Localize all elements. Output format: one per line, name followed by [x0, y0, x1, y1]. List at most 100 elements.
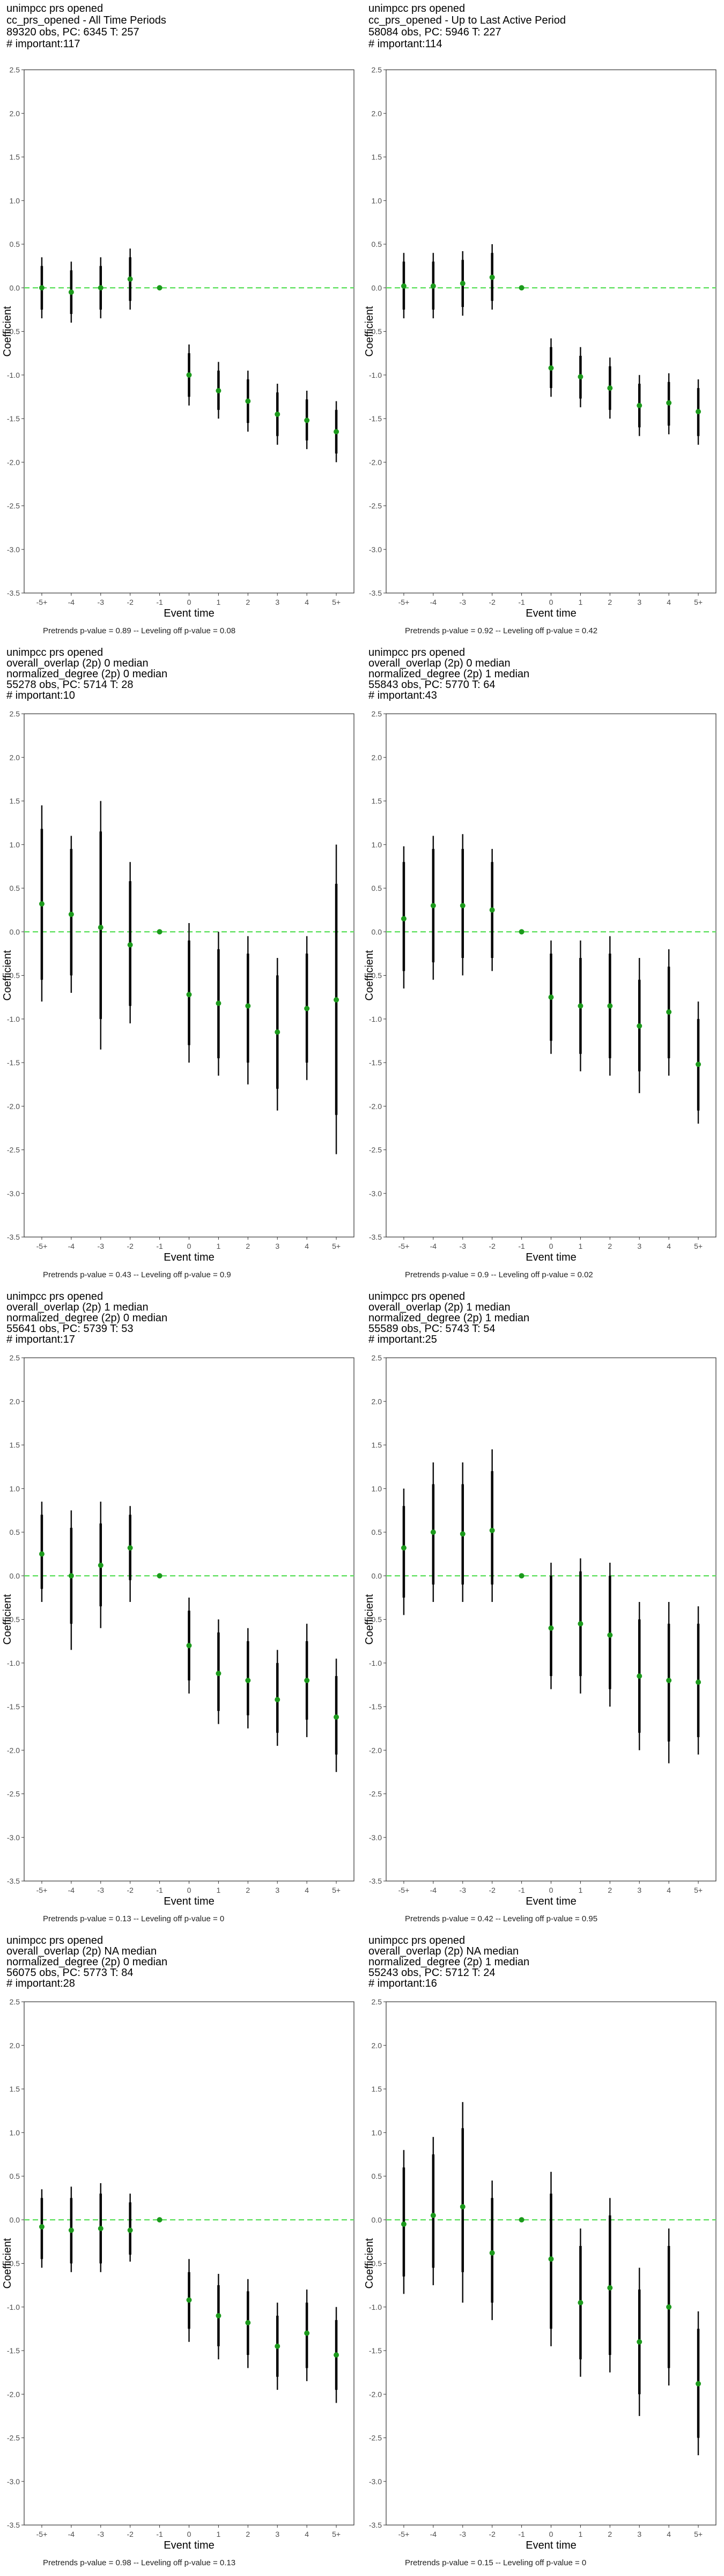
x-tick-label: -1	[518, 1242, 525, 1250]
estimate-point	[430, 2213, 436, 2219]
x-tick-label: -5+	[36, 2530, 48, 2538]
estimate-point	[275, 411, 280, 417]
y-tick-label: 1.5	[372, 153, 382, 162]
x-tick-label: -4	[68, 1886, 75, 1894]
estimate-point	[548, 365, 554, 371]
y-tick-label: 2.5	[10, 1353, 20, 1362]
x-tick-label: 0	[187, 1886, 191, 1894]
y-tick-label: -3.5	[7, 589, 20, 597]
x-tick-label: 1	[217, 2530, 221, 2538]
x-tick-label: -3	[98, 2530, 105, 2538]
x-tick-label: 5+	[694, 1886, 703, 1894]
chart-title-line: unimpcc prs opened	[368, 1935, 465, 1946]
y-tick-label: 2.5	[10, 1997, 20, 2006]
x-tick-label: -5+	[398, 1886, 410, 1894]
y-tick-label: -2.5	[369, 2434, 382, 2442]
x-tick-label: 4	[667, 2530, 671, 2538]
y-tick-label: 0.5	[10, 1528, 20, 1536]
x-tick-label: -5+	[398, 1242, 410, 1250]
x-tick-label: -3	[460, 1886, 467, 1894]
estimate-point	[430, 903, 436, 909]
y-tick-label: 0.0	[10, 1571, 20, 1580]
y-tick-label: -3.0	[7, 1833, 20, 1842]
x-tick-label: -2	[489, 1242, 496, 1250]
y-tick-label: -3.0	[7, 545, 20, 554]
estimate-point	[401, 2221, 407, 2227]
x-tick-label: -1	[518, 1886, 525, 1894]
y-tick-label: 0.5	[372, 240, 382, 248]
y-tick-label: 0.0	[10, 2215, 20, 2224]
y-tick-label: -1.5	[7, 1702, 20, 1711]
chart-title-line: cc_prs_opened - Up to Last Active Period	[368, 14, 566, 26]
y-tick-label: -3.5	[369, 1877, 382, 1885]
x-tick-label: 3	[275, 2530, 279, 2538]
estimate-point	[334, 2352, 339, 2358]
estimate-point	[519, 1573, 524, 1579]
x-tick-label: 1	[217, 598, 221, 606]
estimate-point	[98, 2226, 104, 2231]
x-tick-label: 0	[187, 598, 191, 606]
x-tick-label: -3	[98, 598, 105, 606]
x-axis-title: Event time	[526, 608, 576, 619]
y-tick-label: 0.5	[10, 884, 20, 892]
estimate-point	[68, 289, 74, 295]
estimate-point	[39, 1551, 45, 1557]
estimate-point	[578, 2300, 583, 2306]
x-tick-label: -2	[127, 598, 134, 606]
estimate-point	[334, 1714, 339, 1720]
estimate-point	[68, 911, 74, 917]
y-tick-label: -2.5	[7, 1790, 20, 1798]
x-tick-label: -5+	[36, 598, 48, 606]
x-tick-label: 5+	[332, 1886, 341, 1894]
y-tick-label: 0.0	[372, 1571, 382, 1580]
chart-title-line: normalized_degree (2p) 1 median	[368, 668, 529, 680]
x-tick-label: 1	[217, 1242, 221, 1250]
y-tick-label: 0.5	[10, 2172, 20, 2180]
estimate-point	[666, 1678, 672, 1684]
y-tick-label: 2.0	[10, 1397, 20, 1406]
chart-panel: unimpcc prs opened overall_overlap (2p) N…	[0, 1932, 362, 2576]
estimate-point	[607, 385, 613, 391]
chart-panel: unimpcc prs opened overall_overlap (2p) 1…	[0, 1288, 362, 1932]
estimate-point	[666, 400, 672, 406]
x-tick-label: 1	[579, 598, 583, 606]
chart-title-line: 55589 obs, PC: 5743 T: 54	[368, 1323, 495, 1335]
x-tick-label: 3	[637, 598, 641, 606]
y-tick-label: -3.0	[369, 1833, 382, 1842]
y-tick-label: -1.0	[369, 2303, 382, 2311]
y-tick-label: -2.0	[7, 2390, 20, 2398]
estimate-point	[401, 1545, 407, 1551]
y-tick-label: -2.5	[369, 1146, 382, 1154]
y-tick-label: -3.0	[7, 2477, 20, 2486]
estimate-point	[637, 1673, 642, 1679]
x-tick-label: -1	[156, 1886, 163, 1894]
chart-title-line: unimpcc prs opened	[368, 3, 465, 14]
chart-title-line: unimpcc prs opened	[368, 1291, 465, 1302]
estimate-point	[98, 285, 104, 291]
y-tick-label: -2.0	[7, 458, 20, 466]
y-tick-label: 1.5	[10, 153, 20, 162]
y-tick-label: -2.0	[369, 1102, 382, 1110]
estimate-point	[275, 2343, 280, 2349]
x-tick-label: 0	[549, 1886, 553, 1894]
chart-title-line: # important:117	[6, 38, 80, 50]
x-tick-label: 0	[549, 598, 553, 606]
x-tick-label: -2	[127, 1242, 134, 1250]
y-tick-label: -1.0	[369, 1015, 382, 1023]
y-tick-label: -1.5	[7, 1058, 20, 1067]
estimate-point	[578, 1621, 583, 1627]
chart-panel: unimpcc prs opened overall_overlap (2p) N…	[362, 1932, 724, 2576]
chart-title-line: overall_overlap (2p) NA median	[6, 1945, 157, 1957]
footnote: Pretrends p-value = 0.92 -- Leveling off…	[405, 626, 597, 635]
x-axis-title: Event time	[164, 2540, 214, 2551]
x-tick-label: 5+	[694, 2530, 703, 2538]
x-tick-label: -2	[489, 598, 496, 606]
estimate-point	[637, 2339, 642, 2345]
x-tick-label: 0	[187, 1242, 191, 1250]
y-tick-label: 2.0	[372, 109, 382, 118]
chart-title-line: normalized_degree (2p) 0 median	[6, 1956, 167, 1968]
y-tick-label: 1.5	[10, 2085, 20, 2094]
